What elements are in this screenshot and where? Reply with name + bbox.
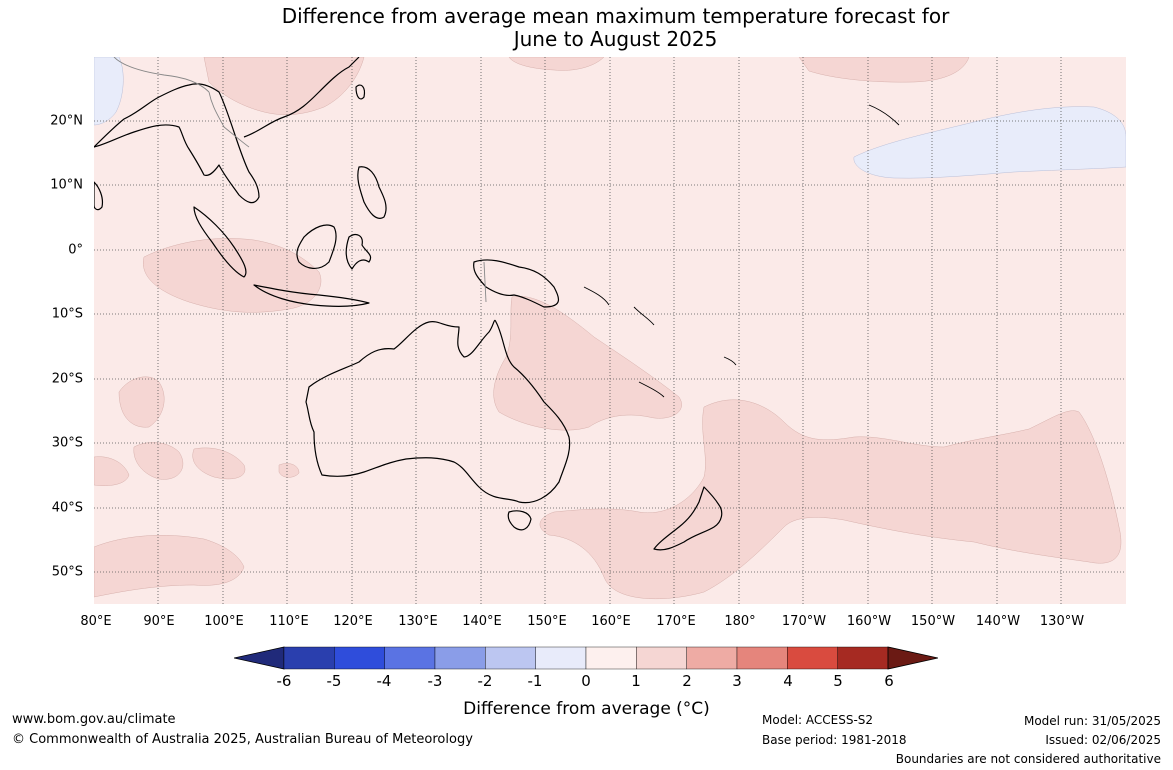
colorbar-tick-6: 6	[884, 672, 894, 690]
warm-region-hawaii	[798, 57, 970, 83]
new-guinea-coastline	[473, 259, 559, 308]
lon-label-140e: 140°E	[462, 614, 502, 629]
sumatra-coastline	[193, 206, 247, 278]
warm-region-south-pacific	[539, 399, 1122, 599]
colorbar-tick-1: 1	[631, 672, 641, 690]
colorbar-segment	[535, 646, 587, 670]
chart-title-line-2: June to August 2025	[513, 27, 718, 51]
political-borders	[113, 57, 487, 303]
lat-label-20n: 20°N	[50, 113, 83, 129]
lon-label-130w: 130°W	[1039, 614, 1085, 629]
pacific-islands	[583, 104, 900, 398]
colorbar-segment	[837, 646, 889, 670]
borneo-coastline	[296, 224, 337, 269]
lat-label-50s: 50°S	[51, 564, 83, 580]
footer-issued: Issued: 02/06/2025	[1045, 733, 1161, 747]
lon-label-170w: 170°W	[781, 614, 827, 629]
warm-region-indian-ocean-south-4	[94, 456, 130, 486]
colorbar-segment	[384, 646, 436, 670]
colorbar-tick-4: 4	[783, 672, 793, 690]
colorbar-tick-0: 0	[581, 672, 591, 690]
colorbar-segment	[736, 646, 788, 670]
footer-model: Model: ACCESS-S2	[762, 713, 874, 727]
new-zealand-coastline	[653, 486, 723, 551]
footer-model-run: Model run: 31/05/2025	[1023, 714, 1161, 728]
lat-label-20s: 20°S	[51, 371, 83, 387]
lon-label-180: 180°	[724, 614, 756, 629]
lon-label-90e: 90°E	[143, 614, 175, 629]
colorbar-label: Difference from average (°C)	[463, 699, 710, 719]
colorbar	[234, 646, 938, 670]
colorbar-segment	[585, 646, 637, 670]
lat-label-30s: 30°S	[51, 435, 83, 451]
warm-region-southern-ocean	[94, 535, 245, 598]
colorbar-tick-minus-4: -4	[376, 672, 392, 690]
lat-label-10s: 10°S	[51, 306, 83, 322]
taiwan-coastline	[355, 84, 366, 100]
coastlines	[94, 57, 723, 551]
colorbar-segment	[686, 646, 738, 670]
lon-label-140w: 140°W	[975, 614, 1021, 629]
colorbar-extend-high	[887, 646, 938, 670]
colorbar-segment	[636, 646, 687, 670]
footer-disclaimer: Boundaries are not considered authoritat…	[895, 752, 1161, 766]
footer-url: www.bom.gov.au/climate	[12, 712, 176, 727]
colorbar-segment	[485, 646, 536, 670]
lon-label-160e: 160°E	[591, 614, 631, 629]
lon-label-80e: 80°E	[80, 614, 112, 629]
warm-region-south-china	[203, 57, 365, 115]
lat-label-0: 0°	[68, 242, 83, 258]
lon-label-150e: 150°E	[527, 614, 567, 629]
philippines-coastline	[357, 166, 387, 219]
lon-label-110e: 110°E	[269, 614, 309, 629]
colorbar-segment	[434, 646, 486, 670]
colorbar-tick-3: 3	[732, 672, 742, 690]
warm-region-indian-ocean-south-2	[133, 442, 184, 480]
warm-region-north-pacific	[508, 57, 605, 71]
lon-label-170e: 170°E	[656, 614, 696, 629]
colorbar-segment	[283, 646, 335, 670]
lon-label-130e: 130°E	[398, 614, 438, 629]
colorbar-tick-5: 5	[833, 672, 843, 690]
sri-lanka-coastline	[94, 181, 104, 211]
lat-label-10n: 10°N	[50, 177, 83, 193]
lon-label-120e: 120°E	[333, 614, 373, 629]
colorbar-tick-minus-2: -2	[477, 672, 493, 690]
colorbar-tick-minus-6: -6	[276, 672, 292, 690]
colorbar-segment	[787, 646, 838, 670]
colorbar-segment	[334, 646, 385, 670]
map-grid	[94, 57, 1126, 604]
asia-mainland-coastline	[94, 57, 360, 204]
java-coastline	[253, 284, 370, 307]
lat-label-40s: 40°S	[51, 500, 83, 516]
lon-label-100e: 100°E	[204, 614, 244, 629]
colorbar-tick-minus-3: -3	[427, 672, 443, 690]
footer-base-period: Base period: 1981-2018	[762, 733, 907, 747]
lon-label-160w: 160°W	[846, 614, 892, 629]
cool-region-india	[94, 57, 124, 126]
colorbar-tick-2: 2	[682, 672, 692, 690]
colorbar-extend-low	[234, 646, 285, 670]
australia-coastline	[305, 319, 571, 504]
colorbar-tick-minus-1: -1	[527, 672, 543, 690]
warm-region-indian-ocean-small	[278, 463, 300, 478]
sulawesi-coastline	[345, 234, 372, 270]
lon-label-150w: 150°W	[910, 614, 956, 629]
footer-copyright: © Commonwealth of Australia 2025, Austra…	[12, 732, 473, 747]
chart-title-line-1: Difference from average mean maximum tem…	[281, 4, 950, 28]
warm-region-indian-ocean-south-1	[118, 376, 165, 428]
tasmania-coastline	[507, 510, 532, 531]
forecast-map	[94, 57, 1126, 604]
colorbar-tick-minus-5: -5	[326, 672, 342, 690]
